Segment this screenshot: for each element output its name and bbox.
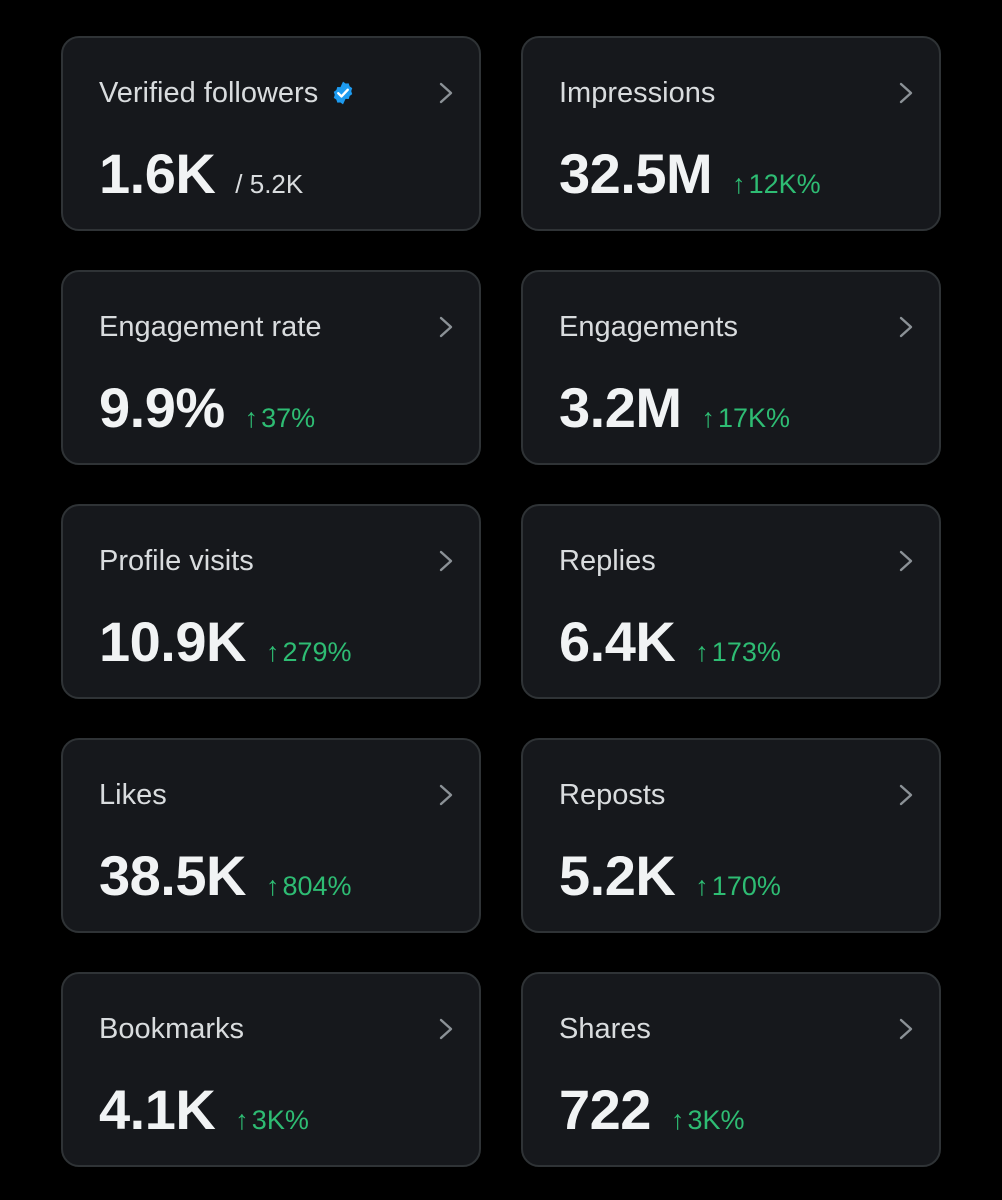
card-replies[interactable]: Replies 6.4K ↑ 173% <box>521 504 941 699</box>
arrow-up-icon: ↑ <box>695 637 709 667</box>
metric-value-row: 3.2M ↑ 17K% <box>559 376 790 440</box>
metric-value: 1.6K <box>99 142 216 205</box>
arrow-up-icon: ↑ <box>235 1105 249 1135</box>
metric-change: ↑ 170% <box>695 871 781 902</box>
card-title-label: Profile visits <box>99 545 254 577</box>
arrow-up-icon: ↑ <box>732 169 746 199</box>
metric-change: ↑ 3K% <box>235 1105 309 1136</box>
chevron-right-icon[interactable] <box>895 1016 917 1042</box>
card-title: Engagements <box>559 310 738 344</box>
chevron-right-icon[interactable] <box>895 782 917 808</box>
card-title: Profile visits <box>99 544 254 578</box>
metric-change-value: 170% <box>711 871 781 901</box>
metric-value: 6.4K <box>559 610 676 673</box>
card-likes[interactable]: Likes 38.5K ↑ 804% <box>61 738 481 933</box>
metric-change: ↑ 279% <box>266 637 352 668</box>
card-title-label: Engagements <box>559 311 738 343</box>
metric-value: 4.1K <box>99 1078 216 1141</box>
card-verified-followers[interactable]: Verified followers 1.6K / 5.2K <box>61 36 481 231</box>
chevron-right-icon[interactable] <box>435 782 457 808</box>
metric-value-row: 4.1K ↑ 3K% <box>99 1078 309 1142</box>
chevron-right-icon[interactable] <box>435 80 457 106</box>
arrow-up-icon: ↑ <box>695 871 709 901</box>
card-title-label: Impressions <box>559 77 716 109</box>
card-title-label: Likes <box>99 779 167 811</box>
metric-value: 10.9K <box>99 610 246 673</box>
card-title: Likes <box>99 778 167 812</box>
chevron-right-icon[interactable] <box>435 548 457 574</box>
verified-badge-icon <box>334 81 353 105</box>
card-title: Engagement rate <box>99 310 321 344</box>
card-title: Shares <box>559 1012 651 1046</box>
metric-value-row: 10.9K ↑ 279% <box>99 610 352 674</box>
metric-change-value: 3K% <box>687 1105 745 1135</box>
card-title: Impressions <box>559 76 715 110</box>
metric-change: ↑ 12K% <box>732 169 821 200</box>
arrow-up-icon: ↑ <box>244 403 259 433</box>
arrow-up-icon: ↑ <box>265 637 280 667</box>
metric-change-value: 12K% <box>748 169 821 199</box>
card-reposts[interactable]: Reposts 5.2K ↑ 170% <box>521 738 941 933</box>
card-engagements[interactable]: Engagements 3.2M ↑ 17K% <box>521 270 941 465</box>
metric-change-value: 37% <box>261 403 316 433</box>
metric-value: 5.2K <box>559 844 676 907</box>
metric-change-value: 279% <box>282 637 352 667</box>
card-title-label: Shares <box>559 1013 651 1045</box>
metric-value: 3.2M <box>559 376 682 439</box>
arrow-up-icon: ↑ <box>265 871 280 901</box>
metric-change: ↑ 804% <box>266 871 352 902</box>
metric-change: ↑ 173% <box>695 637 781 668</box>
card-impressions[interactable]: Impressions 32.5M ↑ 12K% <box>521 36 941 231</box>
chevron-right-icon[interactable] <box>435 314 457 340</box>
metric-value: 9.9% <box>99 376 225 439</box>
metric-value: 32.5M <box>559 142 713 205</box>
chevron-right-icon[interactable] <box>435 1016 457 1042</box>
metric-value: 722 <box>559 1078 651 1141</box>
metric-change-value: 17K% <box>718 403 791 433</box>
card-title-label: Verified followers <box>99 77 319 109</box>
card-title-label: Bookmarks <box>99 1013 245 1045</box>
chevron-right-icon[interactable] <box>895 548 917 574</box>
card-title-label: Replies <box>559 545 656 577</box>
arrow-up-icon: ↑ <box>701 403 716 433</box>
metric-value-row: 32.5M ↑ 12K% <box>559 142 821 206</box>
metric-value-row: 5.2K ↑ 170% <box>559 844 781 908</box>
card-title: Bookmarks <box>99 1012 244 1046</box>
card-shares[interactable]: Shares 722 ↑ 3K% <box>521 972 941 1167</box>
card-bookmarks[interactable]: Bookmarks 4.1K ↑ 3K% <box>61 972 481 1167</box>
metric-change: ↑ 37% <box>245 403 316 434</box>
arrow-up-icon: ↑ <box>670 1105 685 1135</box>
card-title-label: Engagement rate <box>99 311 322 343</box>
metric-value-row: 1.6K / 5.2K <box>99 142 303 206</box>
metric-change-value: 173% <box>711 637 781 667</box>
card-title: Verified followers <box>99 76 356 110</box>
metric-change: ↑ 17K% <box>702 403 791 434</box>
card-title: Reposts <box>559 778 665 812</box>
metric-value-row: 9.9% ↑ 37% <box>99 376 315 440</box>
metric-change: ↑ 3K% <box>671 1105 745 1136</box>
card-title-label: Reposts <box>559 779 666 811</box>
card-title: Replies <box>559 544 656 578</box>
metric-value-row: 6.4K ↑ 173% <box>559 610 781 674</box>
metric-value-row: 722 ↑ 3K% <box>559 1078 744 1142</box>
metric-value: 38.5K <box>99 844 246 907</box>
card-engagement-rate[interactable]: Engagement rate 9.9% ↑ 37% <box>61 270 481 465</box>
metric-total: / 5.2K <box>235 169 304 199</box>
card-profile-visits[interactable]: Profile visits 10.9K ↑ 279% <box>61 504 481 699</box>
metric-value-row: 38.5K ↑ 804% <box>99 844 352 908</box>
metric-change-value: 3K% <box>251 1105 309 1135</box>
chevron-right-icon[interactable] <box>895 314 917 340</box>
metric-change-value: 804% <box>282 871 352 901</box>
chevron-right-icon[interactable] <box>895 80 917 106</box>
